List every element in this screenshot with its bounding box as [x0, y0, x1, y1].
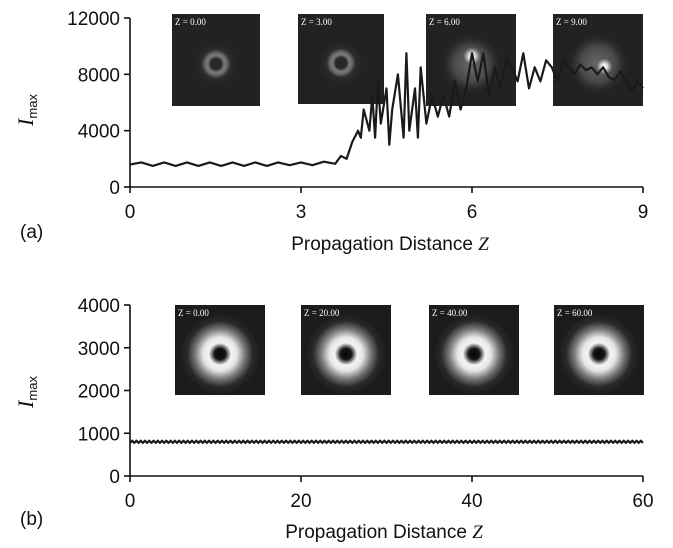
panel-b-inset-3: Z = 40.00 [429, 305, 519, 395]
panel-b-ytick-label: 4000 [78, 296, 120, 317]
panel-a-ylabel-subscript: max [25, 94, 40, 119]
panel-a-xtick-label: 3 [296, 202, 307, 223]
inset-ring [559, 314, 639, 394]
panel-b-ylabel-symbol: I [13, 399, 38, 409]
inset-label: Z = 0.00 [178, 308, 209, 318]
panel-a-xtick-label: 9 [638, 202, 649, 223]
panel-b-ytick-label: 3000 [78, 339, 120, 360]
panel-b-inset-4: Z = 60.00 [554, 305, 644, 395]
panel-b-inset-2: Z = 20.00 [301, 305, 391, 395]
inset-label: Z = 0.00 [175, 17, 206, 27]
panel-a-ytick-label: 8000 [78, 65, 120, 86]
panel-a-inset-4: Z = 9.00 [553, 14, 643, 106]
panel-a-xtick-label: 6 [467, 202, 478, 223]
panel-a-inset-2: Z = 3.00 [298, 14, 384, 104]
panel-b-xtick-label: 0 [125, 491, 136, 512]
panel-b-ytick-label: 2000 [78, 382, 120, 403]
inset-ring [434, 314, 514, 394]
panel-b-xtick-label: 40 [461, 491, 482, 512]
panel-a-ytick-label: 0 [109, 178, 120, 199]
panel-a-label: (a) [20, 222, 43, 243]
inset-label: Z = 40.00 [432, 308, 468, 318]
panel-a-ylabel-symbol: I [13, 117, 38, 127]
svg-text:Imax: Imax [13, 376, 40, 409]
panel-a-series-line [129, 52, 644, 167]
inset-ring [319, 41, 363, 85]
panel-a-xlabel-text: Propagation Distance [291, 234, 478, 255]
panel-a-xtick-label: 0 [125, 202, 136, 223]
svg-text:Imax: Imax [13, 94, 40, 127]
inset-label: Z = 60.00 [557, 308, 593, 318]
inset-ring [180, 314, 260, 394]
panel-b: Imax 0 1000 2000 3000 4000 0 20 40 60 Z = 0.00 Z … [13, 296, 654, 543]
panel-b-xlabel-text: Propagation Distance [285, 522, 472, 543]
panel-b-ytick-label: 1000 [78, 424, 120, 445]
panel-a-inset-1: Z = 0.00 [172, 14, 260, 106]
panel-b-ylabel-subscript: max [25, 376, 40, 401]
panel-b-ytick-label: 0 [109, 467, 120, 488]
panel-b-label: (b) [20, 509, 43, 530]
panel-b-xlabel-variable: Z [472, 522, 483, 543]
panel-b-x-axis-title: Propagation Distance Z [285, 522, 483, 543]
panel-b-xtick-label: 60 [632, 491, 653, 512]
panel-b-xtick-label: 20 [290, 491, 311, 512]
panel-b-y-axis-label: Imax [13, 376, 40, 409]
panel-a: Imax 0 4000 8000 12000 0 3 6 9 Z = 0.00 Z = 3.00… [13, 9, 648, 255]
inset-label: Z = 20.00 [304, 308, 340, 318]
panel-b-inset-1: Z = 0.00 [175, 305, 265, 395]
panel-a-xlabel-variable: Z [478, 234, 489, 255]
panel-a-ytick-label: 4000 [78, 122, 120, 143]
panel-b-series-line [129, 439, 644, 444]
panel-a-x-axis-title: Propagation Distance Z [291, 234, 489, 255]
inset-ring [194, 42, 238, 86]
panel-a-ytick-label: 12000 [67, 9, 120, 30]
panel-a-y-axis-label: Imax [13, 94, 40, 127]
inset-label: Z = 6.00 [429, 17, 460, 27]
inset-label: Z = 9.00 [556, 17, 587, 27]
inset-label: Z = 3.00 [301, 17, 332, 27]
inset-ring [306, 314, 386, 394]
